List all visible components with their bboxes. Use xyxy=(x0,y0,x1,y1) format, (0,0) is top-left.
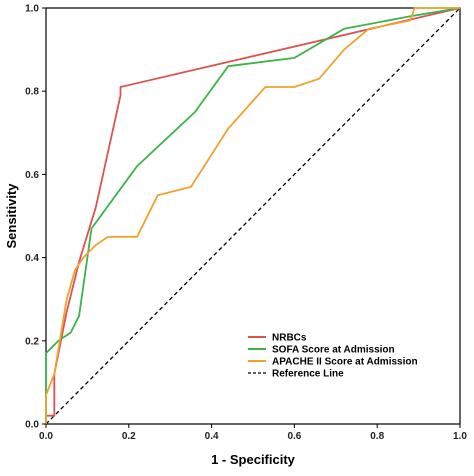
x-tick-label: 0.2 xyxy=(122,431,136,442)
x-tick-label: 0.6 xyxy=(287,431,301,442)
legend-label: Reference Line xyxy=(272,369,344,380)
x-axis-label: 1 - Specificity xyxy=(211,452,296,467)
series-line-nrbcs xyxy=(45,7,461,424)
plot-frame xyxy=(45,7,461,425)
y-tick-label: 0.4 xyxy=(25,253,39,264)
legend-label: APACHE II Score at Admission xyxy=(272,357,418,368)
y-tick-label: 1.0 xyxy=(25,4,39,15)
y-tick-label: 0.8 xyxy=(25,87,39,98)
x-tick-label: 1.0 xyxy=(453,431,467,442)
legend-label: SOFA Score at Admission xyxy=(272,345,395,356)
series-layer xyxy=(45,7,461,425)
tick-layer: 0.0 0.2 0.4 0.6 0.8 1.0 0.0 0.2 0.4 0.6 0.8 1.0 xyxy=(25,4,467,443)
x-tick-label: 0.8 xyxy=(370,431,384,442)
series-line-sofa-score-at-admission xyxy=(45,7,461,424)
series-line-apache-ii-score-at-admission xyxy=(45,7,460,424)
y-tick-label: 0.0 xyxy=(25,420,39,431)
x-tick-label: 0.4 xyxy=(205,431,219,442)
y-tick-label: 0.2 xyxy=(25,336,39,347)
y-tick-label: 0.6 xyxy=(25,170,39,181)
legend-label: NRBCs xyxy=(272,333,307,344)
x-tick-label: 0.0 xyxy=(39,431,53,442)
y-axis-label: Sensitivity xyxy=(4,183,19,249)
